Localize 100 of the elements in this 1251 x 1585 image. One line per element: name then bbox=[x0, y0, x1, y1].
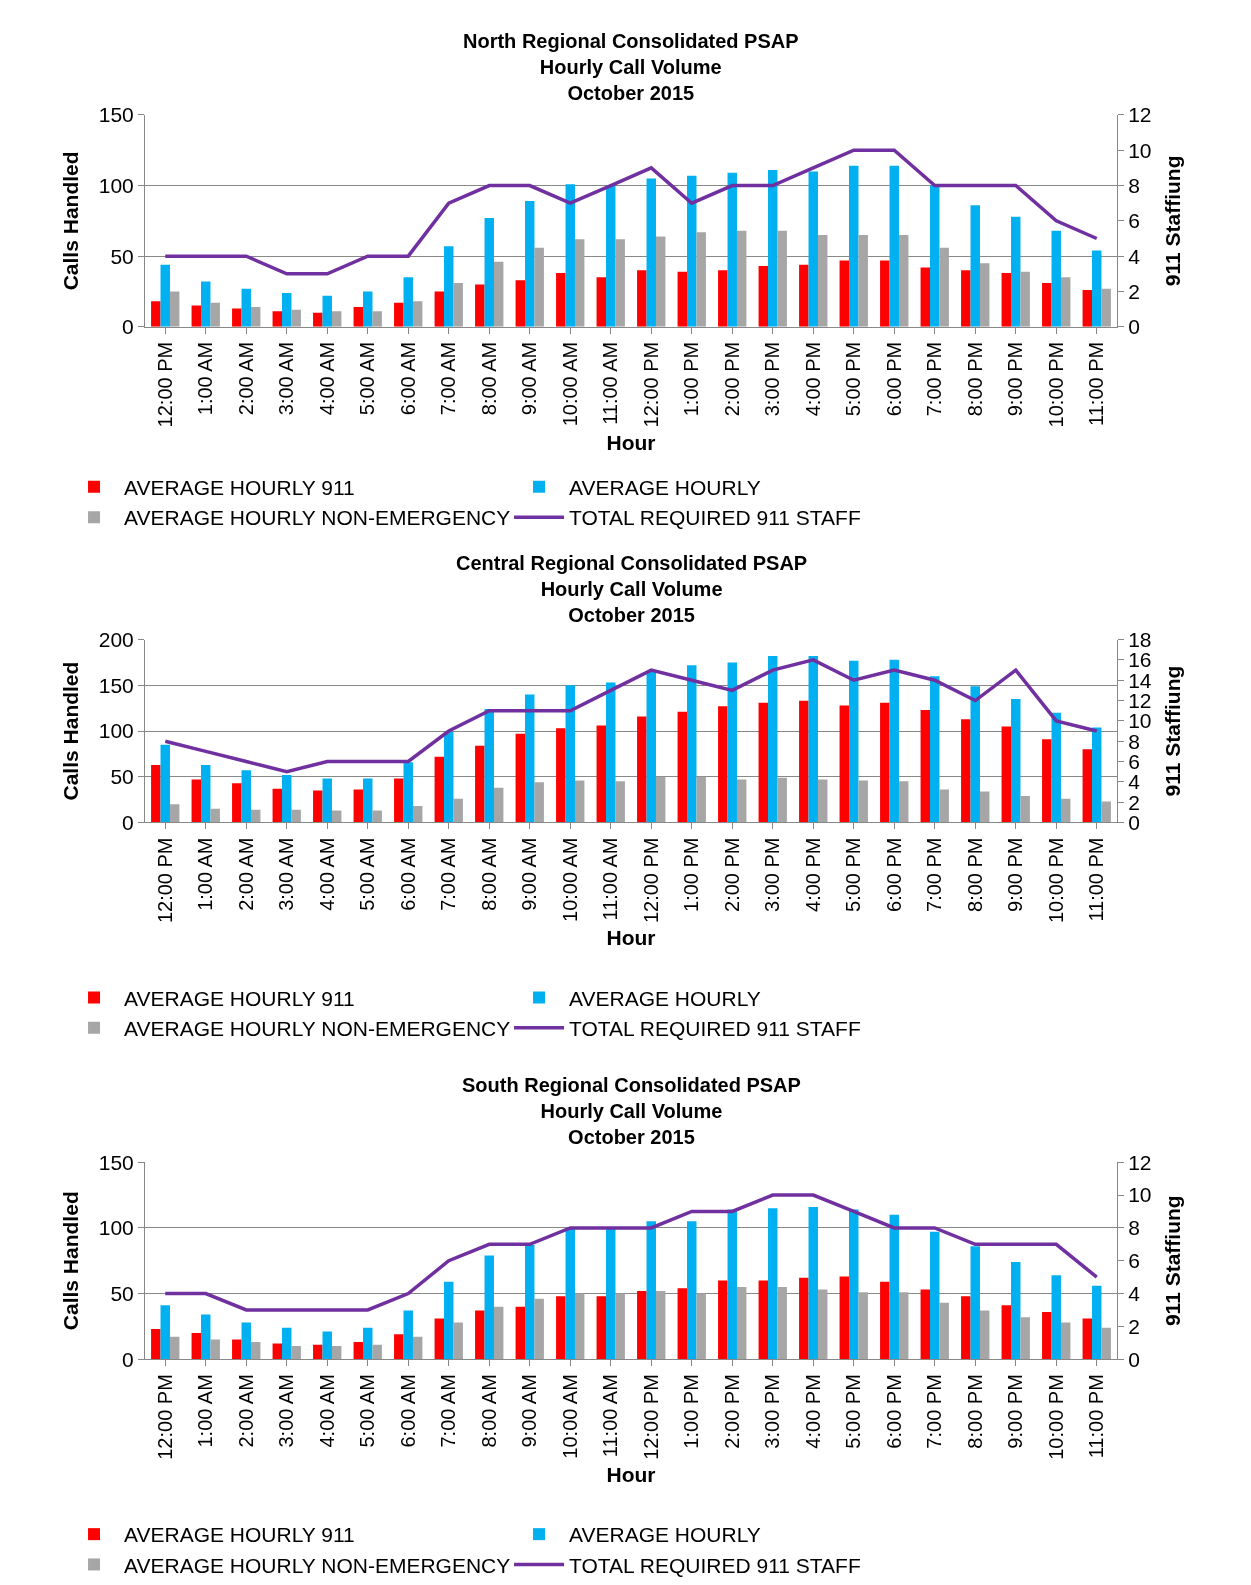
x-tick-label: 3:00 AM bbox=[275, 341, 298, 416]
x-tick-label: 12:00 PM bbox=[639, 341, 662, 428]
x-tick-label: 11:00 PM bbox=[1085, 1374, 1108, 1459]
x-tick-label: 5:00 AM bbox=[356, 341, 379, 416]
bar bbox=[272, 311, 283, 327]
bar bbox=[615, 239, 625, 327]
bar bbox=[677, 271, 688, 327]
x-tick-label: 11:00 AM bbox=[599, 1374, 622, 1458]
bar bbox=[808, 171, 818, 327]
bar bbox=[453, 1322, 463, 1360]
bar bbox=[606, 682, 616, 823]
bar bbox=[232, 1339, 242, 1360]
bar bbox=[849, 660, 859, 823]
bar bbox=[291, 309, 301, 327]
bar bbox=[808, 656, 818, 823]
bar bbox=[889, 165, 899, 327]
bar bbox=[394, 1334, 404, 1360]
bar bbox=[291, 809, 301, 823]
x-tick-label: 8:00 AM bbox=[477, 837, 500, 911]
x-tick-label: 4:00 AM bbox=[315, 1374, 338, 1448]
bar bbox=[556, 273, 566, 327]
y2-tick-label: 2 bbox=[1128, 279, 1140, 303]
bar bbox=[565, 184, 575, 327]
bar bbox=[515, 1306, 526, 1360]
bar bbox=[331, 311, 342, 327]
bar bbox=[817, 234, 828, 327]
bar bbox=[353, 789, 364, 823]
bar bbox=[777, 1286, 787, 1360]
bar bbox=[169, 804, 180, 823]
bar bbox=[574, 1293, 585, 1360]
bar bbox=[1001, 273, 1012, 327]
x-axis-title: Hour bbox=[606, 430, 656, 454]
bar bbox=[979, 791, 990, 823]
bar bbox=[736, 230, 747, 327]
line-series bbox=[163, 658, 1099, 774]
bar bbox=[939, 1302, 949, 1360]
bar bbox=[525, 1244, 535, 1360]
x-tick-label: 9:00 PM bbox=[1004, 837, 1027, 912]
bar bbox=[799, 264, 809, 327]
bar bbox=[777, 230, 787, 327]
bar bbox=[736, 1286, 747, 1360]
x-tick-label: 6:00 AM bbox=[396, 837, 419, 911]
bar bbox=[1051, 712, 1061, 823]
bar bbox=[615, 1293, 625, 1360]
y-tick-label: 200 bbox=[98, 627, 134, 651]
bar bbox=[696, 1293, 706, 1360]
bar bbox=[484, 218, 494, 327]
bar bbox=[799, 700, 809, 823]
x-tick-label: 5:00 PM bbox=[842, 341, 865, 417]
bar bbox=[444, 1281, 454, 1360]
x-tick-label: 2:00 AM bbox=[234, 341, 257, 416]
chart-subtitle: Hourly Call Volume October 2015 bbox=[540, 1100, 723, 1148]
bar bbox=[1092, 1285, 1102, 1360]
bar bbox=[889, 659, 899, 823]
bar bbox=[849, 1209, 859, 1360]
x-axis-title: Hour bbox=[606, 1462, 656, 1486]
bar bbox=[758, 266, 769, 327]
bar bbox=[434, 756, 445, 823]
y-tick-label: 100 bbox=[98, 719, 134, 743]
x-tick-label: 2:00 PM bbox=[720, 837, 743, 912]
bar bbox=[930, 1231, 940, 1360]
bar bbox=[655, 776, 666, 823]
bar bbox=[970, 686, 980, 823]
bar bbox=[201, 764, 211, 823]
x-tick-label: 7:00 AM bbox=[437, 341, 460, 416]
x-tick-label: 7:00 PM bbox=[923, 1374, 946, 1449]
legend-label: AVERAGE HOURLY NON-EMERGENCY bbox=[124, 1553, 511, 1577]
bar bbox=[525, 694, 535, 823]
x-tick-label: 10:00 PM bbox=[1044, 341, 1067, 428]
bar bbox=[403, 1310, 413, 1360]
y2-tick-label: 10 bbox=[1128, 138, 1152, 162]
bar bbox=[1011, 1262, 1021, 1360]
x-tick-label: 11:00 PM bbox=[1085, 837, 1108, 922]
bar bbox=[839, 260, 850, 327]
y2-tick-label: 4 bbox=[1128, 244, 1141, 268]
bar bbox=[768, 170, 778, 327]
bar bbox=[322, 1331, 332, 1360]
chart-subtitle: Hourly Call Volume October 2015 bbox=[540, 578, 723, 626]
x-tick-label: 9:00 AM bbox=[518, 837, 541, 911]
bar bbox=[817, 779, 828, 823]
bar bbox=[637, 716, 647, 823]
x-tick-label: 7:00 AM bbox=[437, 1374, 460, 1448]
bar bbox=[768, 656, 778, 823]
bar bbox=[556, 1296, 566, 1360]
bar bbox=[606, 1227, 616, 1360]
bar bbox=[291, 1346, 301, 1360]
x-tick-label: 1:00 PM bbox=[680, 1374, 703, 1449]
x-axis-title: Hour bbox=[606, 926, 656, 950]
x-tick-label: 12:00 PM bbox=[639, 837, 662, 924]
bar bbox=[453, 798, 463, 823]
bar bbox=[282, 292, 292, 327]
bar bbox=[363, 1327, 373, 1360]
bar bbox=[1060, 1322, 1071, 1360]
bar bbox=[677, 1288, 688, 1360]
x-tick-label: 1:00 PM bbox=[680, 837, 703, 912]
bar bbox=[574, 239, 585, 327]
bar bbox=[1042, 1311, 1052, 1360]
bar bbox=[961, 270, 971, 327]
bar bbox=[677, 711, 688, 823]
bar bbox=[160, 744, 170, 823]
